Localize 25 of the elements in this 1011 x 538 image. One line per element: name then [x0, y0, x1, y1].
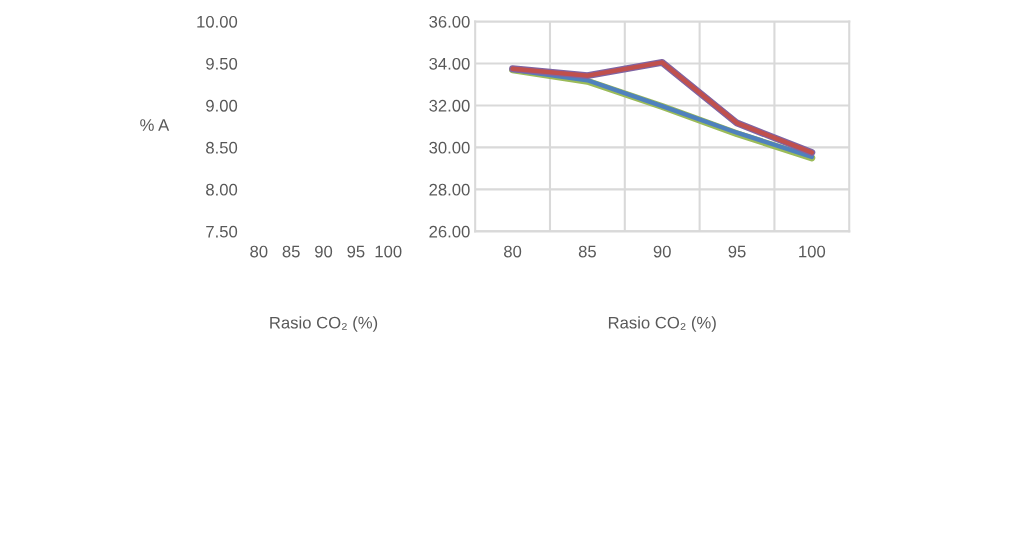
y-tick-label: 8.00: [206, 183, 238, 196]
x-tick-label: 85: [578, 245, 596, 258]
y-tick-label: 30.00: [429, 141, 470, 154]
x-tick-label: 100: [375, 245, 402, 258]
y-tick-label: 28.00: [429, 183, 470, 196]
y-tick-label: 26.00: [429, 225, 470, 238]
y-tick-label: 9.50: [206, 57, 238, 70]
y-tick-label: 9.00: [206, 99, 238, 112]
x-tick-label: 80: [250, 245, 268, 258]
x-axis-title: Rasio CO₂ (%): [270, 316, 378, 332]
y-axis-title: % A: [140, 119, 170, 131]
y-tick-label: 32.00: [429, 99, 470, 112]
y-tick-label: 10.00: [197, 15, 238, 28]
x-tick-label: 90: [315, 245, 333, 258]
x-tick-label: 95: [728, 245, 746, 258]
x-tick-label: 80: [504, 245, 522, 258]
x-tick-label: 100: [799, 245, 826, 258]
y-tick-label: 7.50: [206, 225, 238, 238]
x-axis-title: Rasio CO₂ (%): [608, 316, 716, 332]
x-tick-label: 85: [282, 245, 300, 258]
y-tick-label: 8.50: [206, 141, 238, 154]
y-tick-label: 34.00: [429, 57, 470, 70]
x-tick-label: 90: [653, 245, 671, 258]
y-tick-label: 36.00: [429, 15, 470, 28]
x-tick-label: 95: [347, 245, 365, 258]
